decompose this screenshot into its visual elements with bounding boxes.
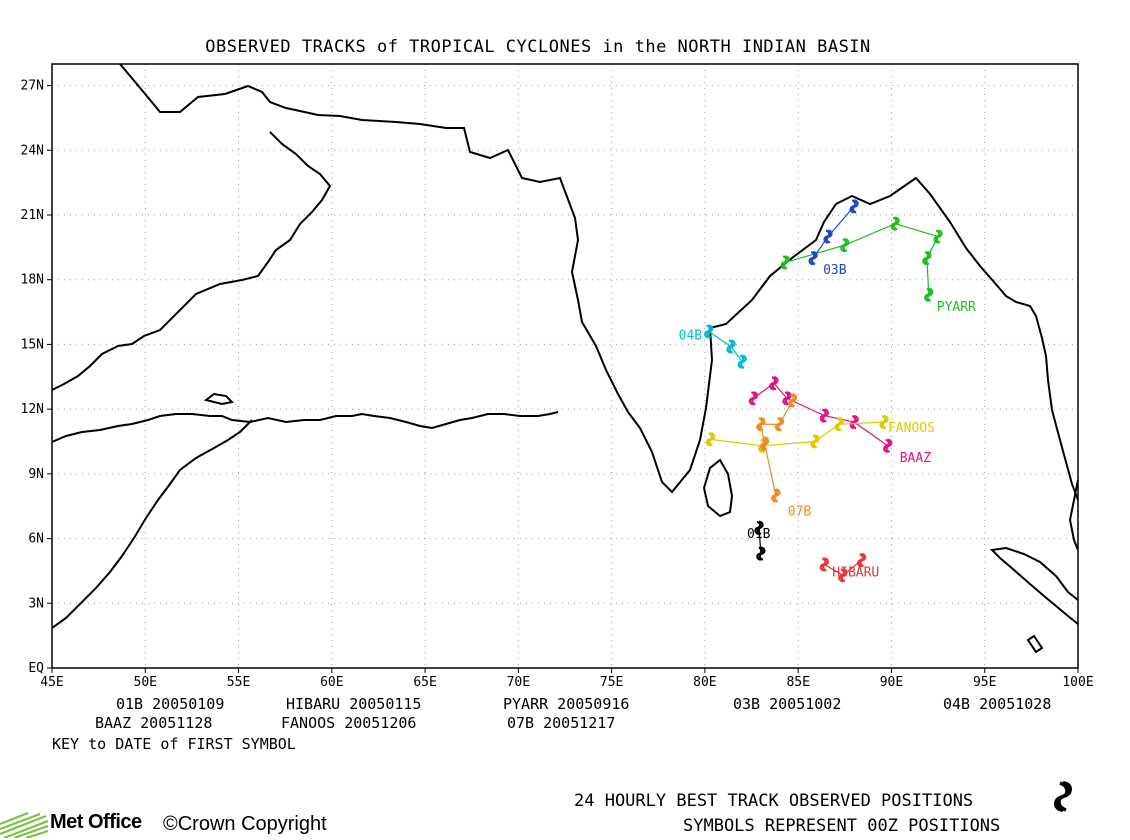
- cyclone-symbol-icon: [1054, 781, 1072, 812]
- lon-tick-label: 90E: [880, 675, 903, 690]
- page-title: OBSERVED TRACKS of TROPICAL CYCLONES in …: [205, 37, 871, 57]
- cyclone-symbol-icon: [808, 251, 818, 266]
- lat-tick-label: 18N: [21, 273, 44, 288]
- storm-track-03b: 03B: [808, 199, 859, 278]
- cyclone-symbol-icon: [756, 546, 766, 561]
- lon-tick-label: 80E: [693, 675, 716, 690]
- met-office-logo: Met Office: [50, 811, 142, 833]
- cyclone-symbol-icon: [834, 417, 844, 432]
- lat-tick-label: 6N: [28, 532, 44, 547]
- lat-tick-label: 24N: [21, 143, 44, 158]
- storm-track-baaz: BAAZ: [748, 376, 931, 466]
- cyclone-symbol-icon: [748, 391, 759, 406]
- lat-tick-label: 27N: [21, 79, 44, 94]
- lon-tick-label: 50E: [134, 675, 157, 690]
- cyclone-symbol-icon: [879, 414, 889, 430]
- storm-track-07b: 07B: [756, 393, 812, 519]
- storm-label: FANOOS: [888, 421, 935, 436]
- cyclone-symbol-icon: [840, 238, 850, 253]
- met-office-logo-icon: [0, 812, 48, 838]
- storm-label: 01B: [747, 527, 771, 542]
- storm-track-fanoos: FANOOS: [705, 414, 935, 453]
- storm-label: 04B: [679, 328, 703, 343]
- footer-line-1: 24 HOURLY BEST TRACK OBSERVED POSITIONS: [574, 791, 974, 811]
- cyclone-symbol-icon: [924, 287, 934, 302]
- graticule: [52, 64, 1078, 668]
- key-entry: 04B 20051028: [943, 695, 1052, 713]
- lon-tick-label: 60E: [320, 675, 343, 690]
- footer-line-2: SYMBOLS REPRESENT 00Z POSITIONS: [683, 816, 1001, 836]
- cyclone-symbol-icon: [705, 432, 716, 447]
- cyclone-symbol-icon: [823, 229, 833, 244]
- lon-tick-label: 85E: [786, 675, 809, 690]
- cyclone-symbol-icon: [890, 216, 900, 231]
- track-line: [760, 400, 794, 496]
- lat-tick-label: 15N: [21, 337, 44, 352]
- key-caption: KEY to DATE of FIRST SYMBOL: [52, 735, 296, 753]
- cyclone-symbol-icon: [774, 417, 785, 432]
- cyclone-track-map: 45E 50E 55E 60E 65E 70E 75E 80E 85E 90E 95E 100E EQ 3…: [21, 63, 1094, 690]
- storm-label: HIBARU: [832, 565, 879, 580]
- key-entry: HIBARU 20050115: [286, 695, 422, 713]
- lon-tick-label: 95E: [973, 675, 996, 690]
- cyclone-symbol-icon: [819, 408, 829, 423]
- key-entry: 07B 20051217: [507, 714, 616, 732]
- cyclone-symbol-icon: [780, 255, 790, 270]
- coastlines: [52, 64, 1078, 654]
- cyclone-symbol-icon: [756, 417, 766, 432]
- lat-tick-label: 9N: [28, 467, 44, 482]
- track-line: [710, 421, 885, 447]
- key-entry: PYARR 20050916: [503, 695, 630, 713]
- lon-tick-label: 100E: [1062, 675, 1093, 690]
- storm-track-pyarr: PYARR: [780, 216, 976, 315]
- cyclone-symbol-icon: [883, 438, 893, 453]
- cyclone-symbol-icon: [856, 553, 867, 568]
- key-entry: 03B 20051002: [733, 695, 842, 713]
- cyclone-symbol-icon: [849, 414, 859, 430]
- lat-tick-label: 21N: [21, 208, 44, 223]
- cyclone-symbol-icon: [819, 557, 829, 572]
- lon-tick-label: 70E: [507, 675, 530, 690]
- storm-track-04b: 04B: [679, 324, 747, 369]
- cyclone-symbol-icon: [810, 434, 820, 449]
- storm-label: BAAZ: [900, 451, 931, 466]
- key-entry: 01B 20050109: [116, 695, 225, 713]
- key-entry: BAAZ 20051128: [95, 714, 213, 732]
- track-line: [753, 382, 889, 447]
- lon-tick-label: 45E: [40, 675, 63, 690]
- cyclone-symbol-icon: [922, 251, 932, 266]
- cyclone-symbol-icon: [849, 199, 859, 214]
- lon-tick-label: 55E: [227, 675, 250, 690]
- storm-track-01b: 01B: [747, 520, 771, 561]
- lat-tick-label: 12N: [21, 402, 44, 417]
- storm-track-hibaru: HIBARU: [819, 553, 879, 583]
- lat-tick-label: EQ: [28, 661, 44, 676]
- cyclone-symbol-icon: [769, 376, 779, 391]
- track-line: [708, 330, 743, 363]
- copyright-notice: ©Crown Copyright: [163, 813, 327, 835]
- storm-label: 03B: [823, 263, 847, 278]
- cyclone-symbol-icon: [933, 229, 943, 244]
- cyclone-symbol-icon: [771, 488, 781, 503]
- key-entry: FANOOS 20051206: [281, 714, 417, 732]
- plot-frame: [51, 63, 1079, 669]
- lat-tick-label: 3N: [28, 596, 44, 611]
- storm-label: 07B: [788, 504, 812, 519]
- storm-label: PYARR: [937, 300, 976, 315]
- lon-tick-label: 65E: [413, 675, 436, 690]
- track-line: [784, 222, 939, 295]
- lon-tick-label: 75E: [600, 675, 623, 690]
